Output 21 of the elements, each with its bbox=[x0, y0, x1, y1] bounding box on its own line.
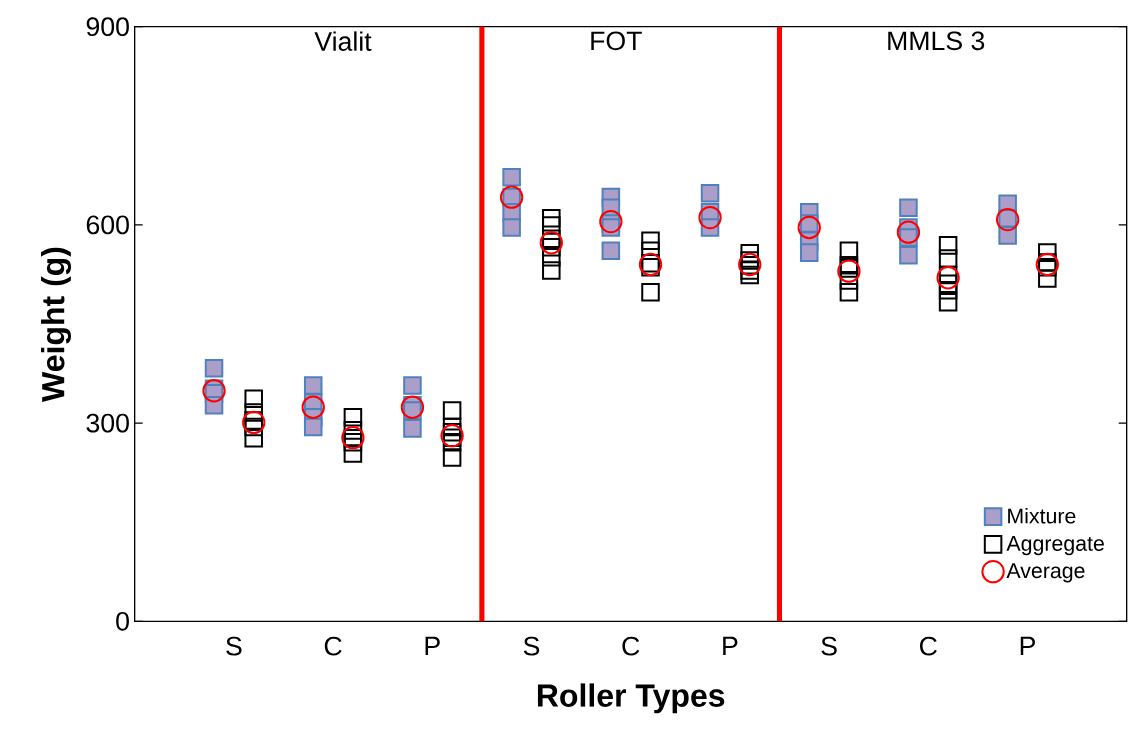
x-tick-label: S bbox=[523, 636, 540, 656]
x-tick-label: C bbox=[920, 636, 937, 656]
y-axis-title: Weight (g) bbox=[41, 247, 71, 403]
x-tick-label: P bbox=[425, 636, 440, 656]
legend-label: Average bbox=[1006, 563, 1085, 583]
x-tick-label: S bbox=[226, 636, 242, 656]
x-axis-title: Roller Types bbox=[537, 683, 725, 714]
y-tick-label: 300 bbox=[86, 413, 129, 433]
x-tick-label: P bbox=[1020, 636, 1035, 656]
y-tick-label: 600 bbox=[86, 215, 129, 235]
y-tick-label: 0 bbox=[116, 612, 129, 631]
annotation: FOT bbox=[591, 31, 642, 51]
legend-label: Mixture bbox=[1008, 508, 1076, 524]
x-tick-label: C bbox=[324, 636, 342, 656]
legend-label: Aggregate bbox=[1006, 536, 1104, 556]
annotation: Vialit bbox=[314, 31, 372, 52]
x-tick-label: S bbox=[821, 636, 837, 656]
x-tick-label: C bbox=[622, 636, 640, 656]
annotation: MMLS 3 bbox=[888, 31, 985, 51]
x-tick-label: P bbox=[723, 636, 738, 656]
y-tick-label: 900 bbox=[86, 17, 129, 37]
